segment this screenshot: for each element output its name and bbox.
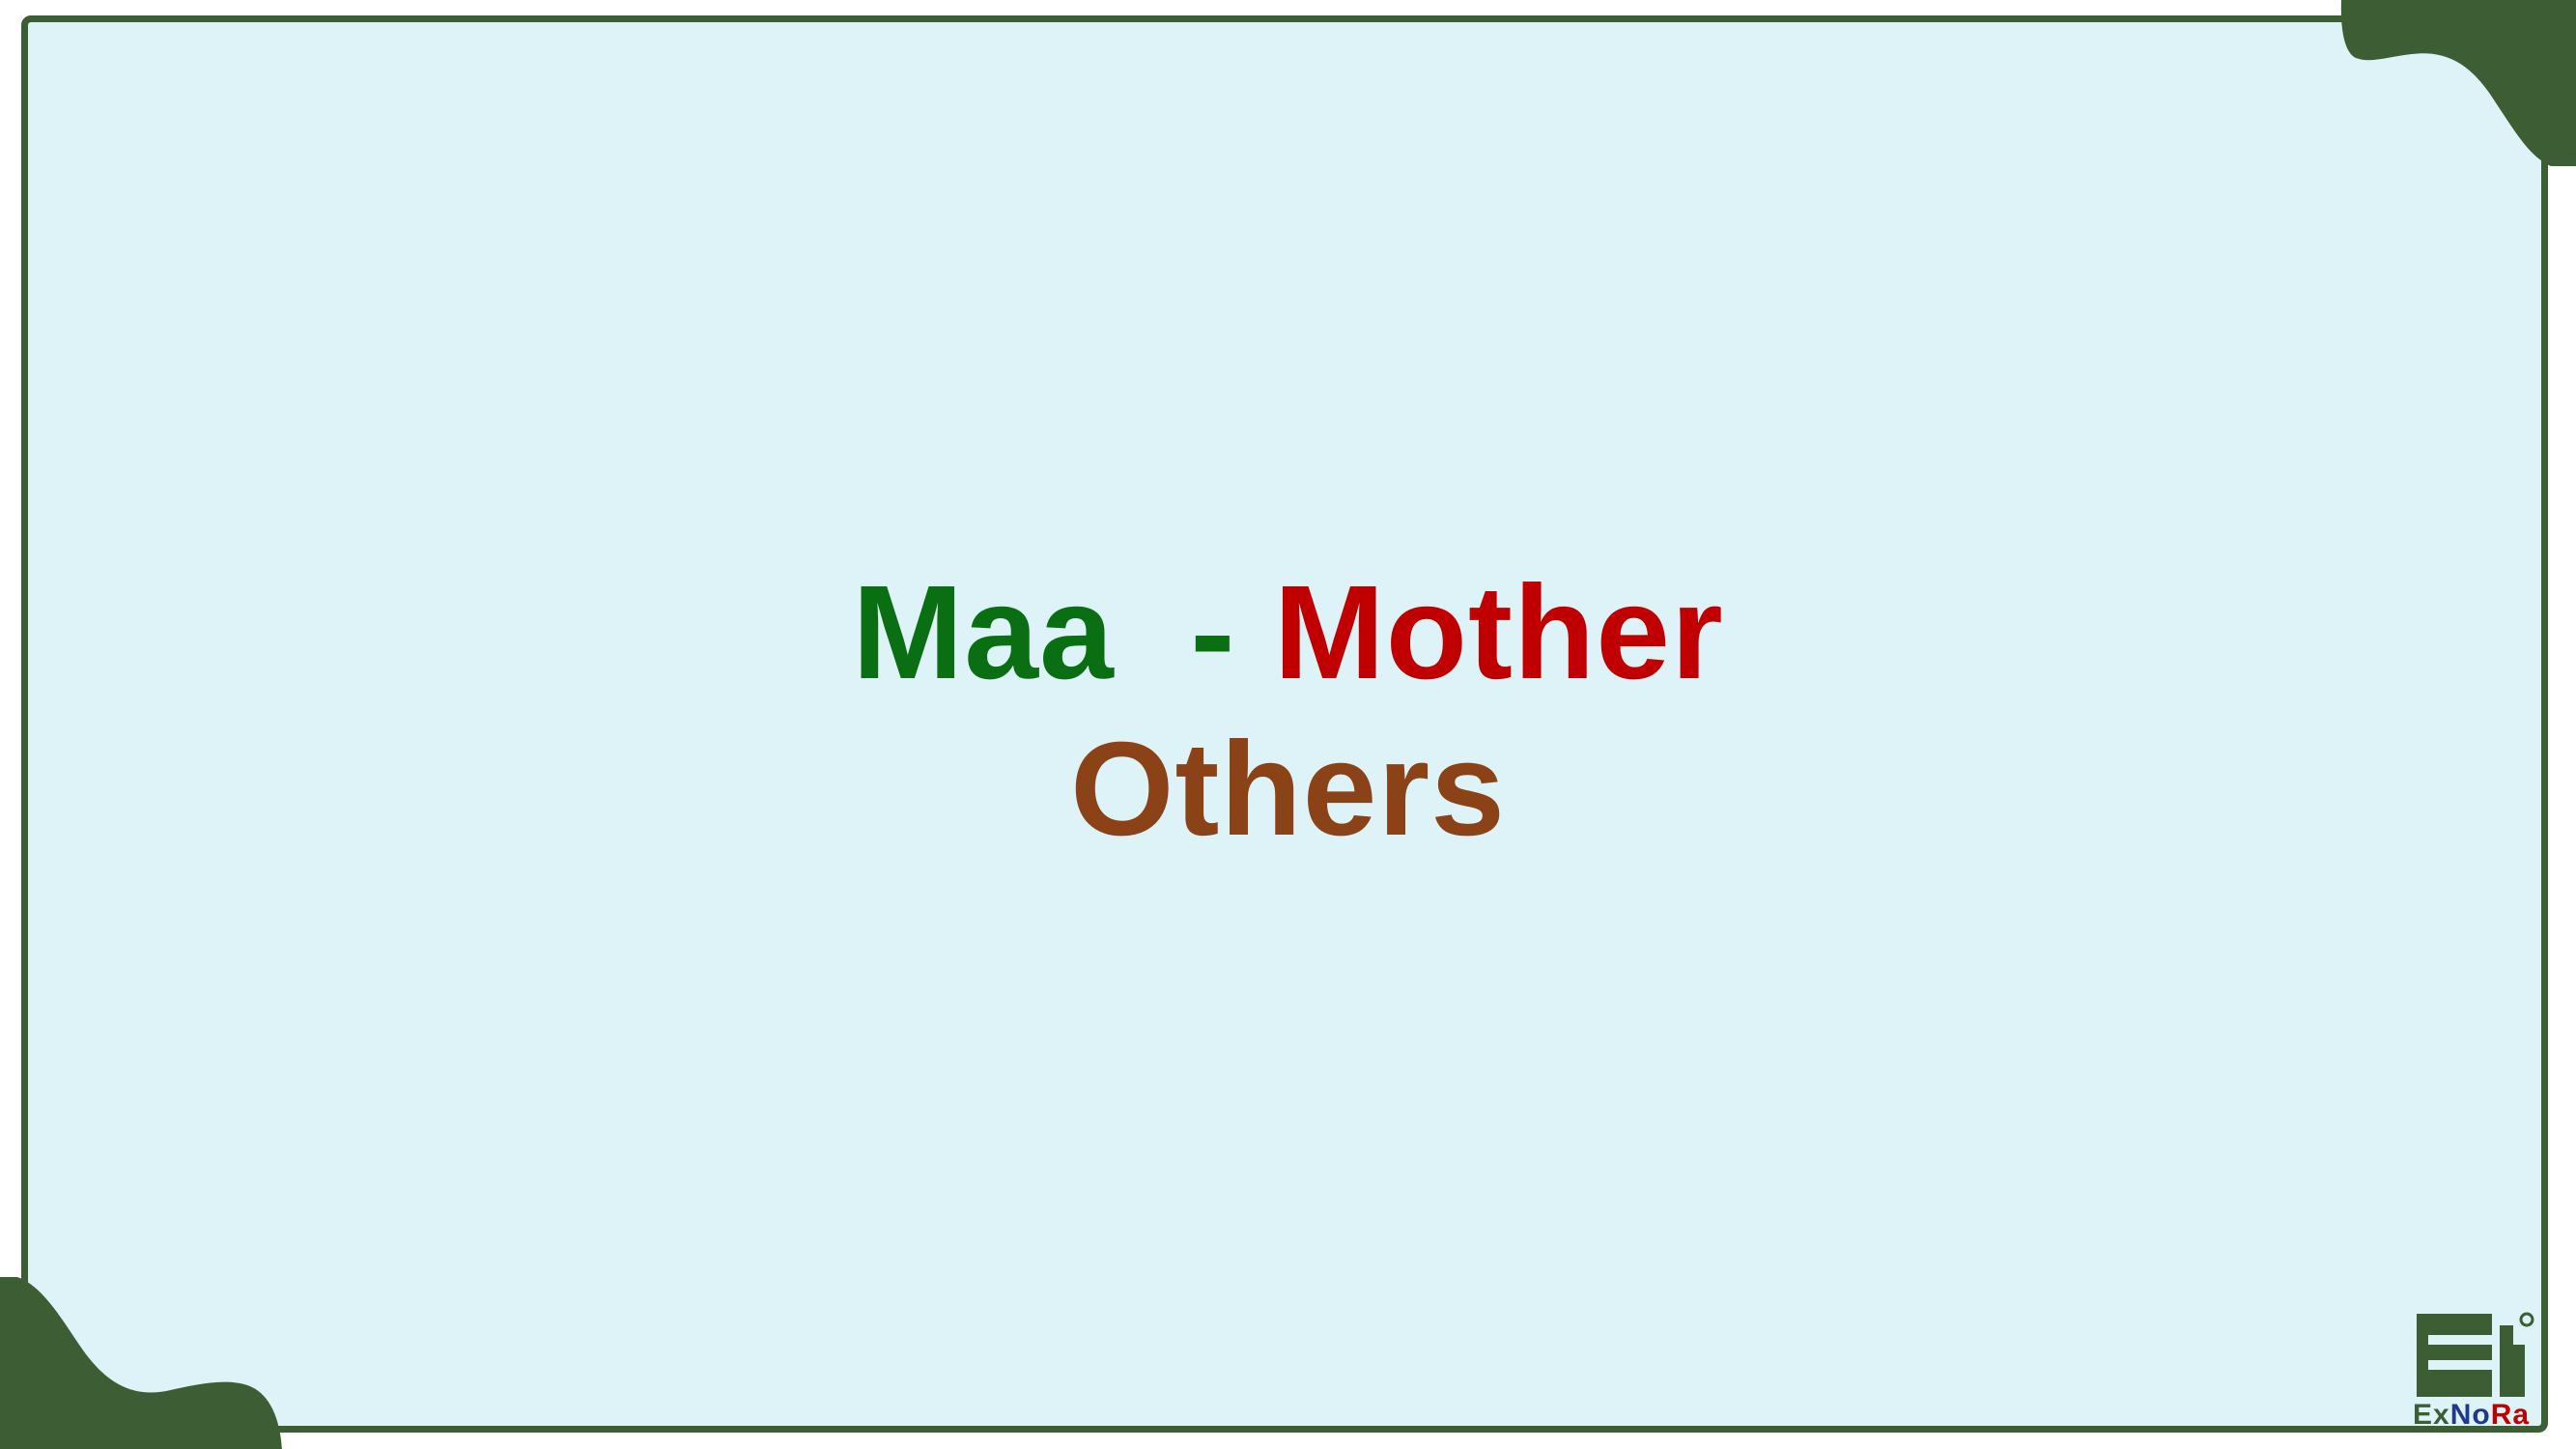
word-others: Others (1070, 715, 1506, 864)
exnora-logo-text: ExNoRa (2413, 1399, 2531, 1431)
word-maa: Maa (852, 558, 1115, 707)
slide-frame (21, 15, 2548, 1433)
title-line-1: Maa - Mother (0, 566, 2576, 699)
corner-decoration-bottom-left (0, 1277, 282, 1449)
word-mother: Mother (1273, 558, 1724, 707)
corner-decoration-top-right (2340, 0, 2576, 166)
exnora-logo-mark (2417, 1312, 2534, 1397)
word-separator: - (1114, 558, 1274, 707)
exnora-logo: ExNoRa (2413, 1312, 2536, 1431)
slide-title: Maa - Mother Others (0, 566, 2576, 856)
